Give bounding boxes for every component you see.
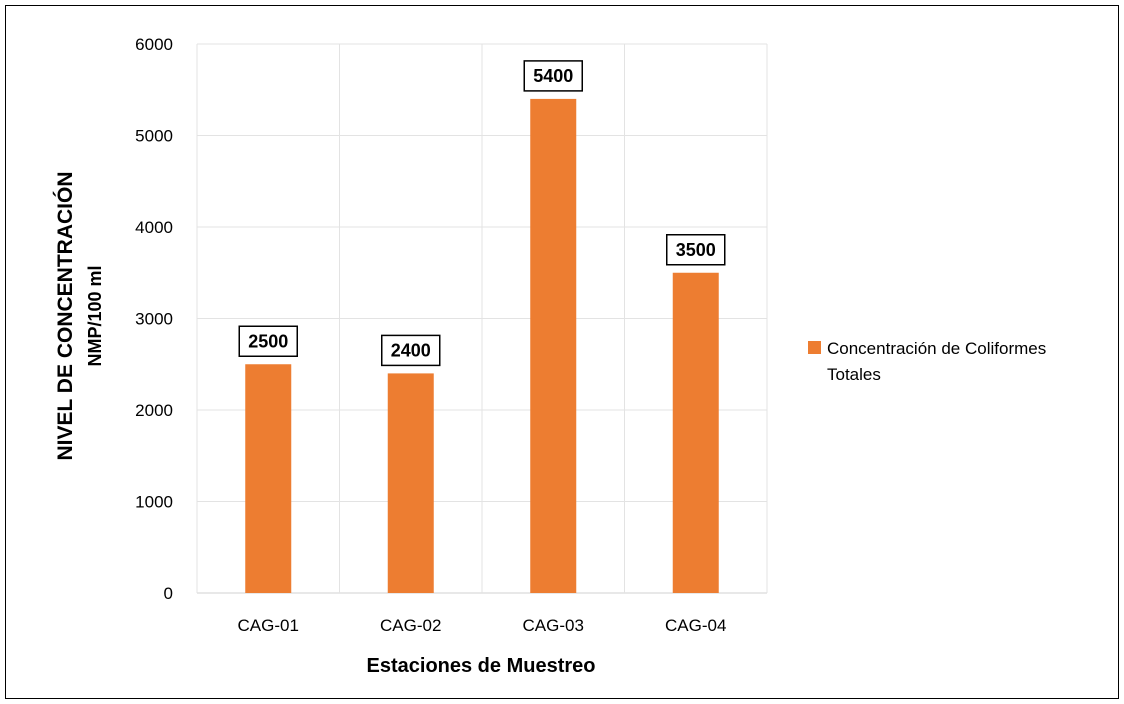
gridlines [196,43,768,594]
legend: Concentración de Coliformes Totales [808,339,1046,384]
data-label-box [523,60,583,92]
data-label: 2400 [391,340,431,360]
data-label: 2500 [248,331,288,351]
y-axis-title: NIVEL DE CONCENTRACIÓN [53,172,77,461]
y-tick-label: 6000 [135,35,173,54]
x-axis-ticks: CAG-01 CAG-02 CAG-03 CAG-04 [238,616,727,635]
legend-label-line1: Concentración de Coliformes [827,339,1046,358]
x-tick-label: CAG-01 [238,616,299,635]
data-label: 5400 [533,66,573,86]
y-tick-label: 3000 [135,310,173,329]
bar [245,364,292,593]
x-tick-label: CAG-02 [380,616,441,635]
y-tick-label: 0 [164,584,173,603]
bar [387,373,434,593]
y-tick-label: 1000 [135,493,173,512]
data-label: 3500 [676,240,716,260]
x-tick-label: CAG-03 [523,616,584,635]
x-axis-title: Estaciones de Muestreo [367,655,596,677]
legend-swatch [808,341,821,354]
data-label-box [238,325,298,357]
y-axis-ticks: 0 1000 2000 3000 4000 5000 6000 [135,35,173,603]
data-label-box [666,234,726,266]
y-tick-label: 5000 [135,127,173,146]
x-tick-label: CAG-04 [665,616,726,635]
y-tick-label: 2000 [135,401,173,420]
data-labels: 2500 2400 5400 3500 [238,60,726,367]
y-axis-unit: NMP/100 ml [85,265,105,366]
bars-group [245,98,719,594]
y-tick-label: 4000 [135,218,173,237]
legend-label-line2: Totales [827,365,881,384]
bar [672,272,719,593]
bar [530,98,577,594]
data-label-box [381,334,441,367]
